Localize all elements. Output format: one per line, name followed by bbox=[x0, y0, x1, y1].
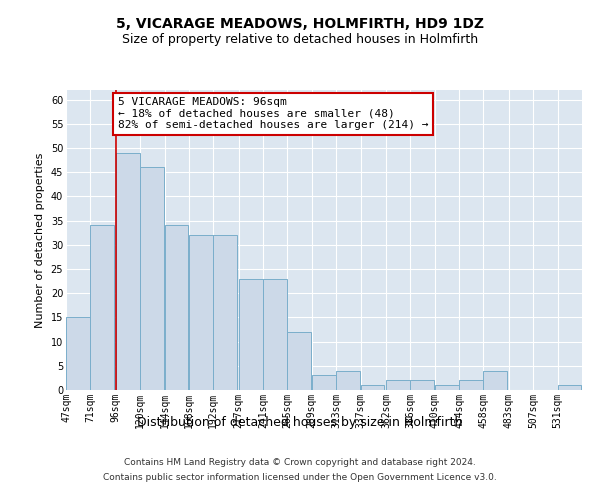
Bar bbox=[66, 318, 90, 390]
Text: Size of property relative to detached houses in Holmfirth: Size of property relative to detached ho… bbox=[122, 32, 478, 46]
Bar bbox=[435, 385, 458, 390]
Bar bbox=[189, 235, 213, 390]
Bar bbox=[164, 226, 188, 390]
Bar bbox=[239, 278, 263, 390]
Bar bbox=[557, 385, 581, 390]
Y-axis label: Number of detached properties: Number of detached properties bbox=[35, 152, 45, 328]
Bar bbox=[213, 235, 237, 390]
Bar bbox=[116, 153, 140, 390]
Bar bbox=[484, 370, 508, 390]
Bar bbox=[263, 278, 287, 390]
Bar bbox=[140, 168, 164, 390]
Text: 5, VICARAGE MEADOWS, HOLMFIRTH, HD9 1DZ: 5, VICARAGE MEADOWS, HOLMFIRTH, HD9 1DZ bbox=[116, 18, 484, 32]
Text: Distribution of detached houses by size in Holmfirth: Distribution of detached houses by size … bbox=[137, 416, 463, 429]
Text: 5 VICARAGE MEADOWS: 96sqm
← 18% of detached houses are smaller (48)
82% of semi-: 5 VICARAGE MEADOWS: 96sqm ← 18% of detac… bbox=[118, 98, 428, 130]
Bar bbox=[91, 226, 114, 390]
Bar bbox=[386, 380, 410, 390]
Text: Contains public sector information licensed under the Open Government Licence v3: Contains public sector information licen… bbox=[103, 473, 497, 482]
Bar bbox=[361, 385, 385, 390]
Bar bbox=[287, 332, 311, 390]
Bar bbox=[336, 370, 360, 390]
Text: Contains HM Land Registry data © Crown copyright and database right 2024.: Contains HM Land Registry data © Crown c… bbox=[124, 458, 476, 467]
Bar bbox=[312, 376, 335, 390]
Bar bbox=[459, 380, 483, 390]
Bar bbox=[410, 380, 434, 390]
